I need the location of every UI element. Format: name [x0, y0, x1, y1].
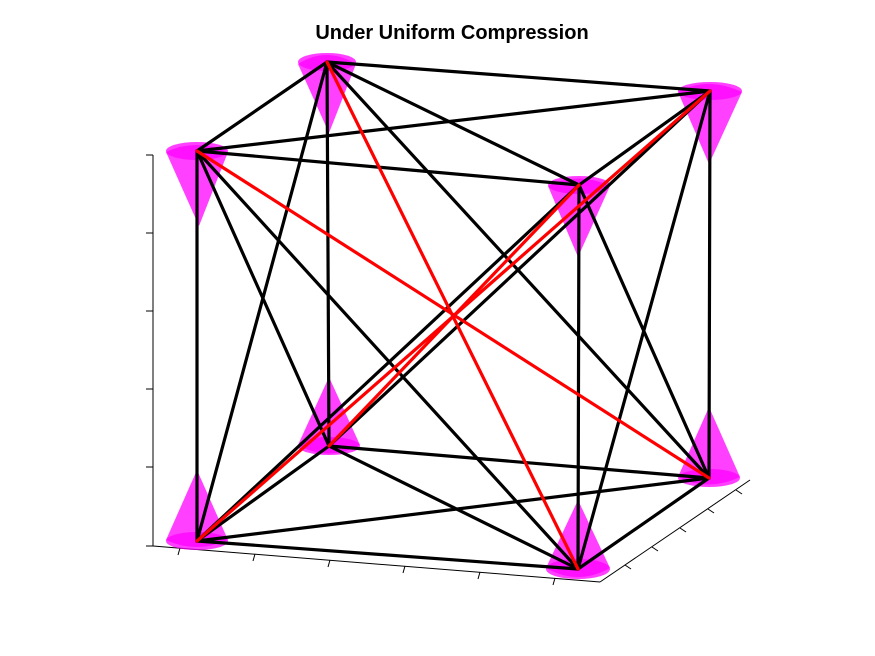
edge: [195, 539, 580, 571]
y-axis-line: [599, 479, 751, 583]
x-axis-line: [152, 545, 601, 583]
x-tick: [327, 559, 331, 568]
edge: [195, 60, 329, 153]
edge: [195, 444, 331, 543]
x-tick: [552, 577, 556, 586]
edge: [325, 60, 331, 448]
face-diagonal: [327, 444, 580, 571]
x-tick: [252, 553, 256, 562]
face-diagonal: [325, 60, 581, 187]
y-tick: [679, 527, 687, 533]
edge: [327, 444, 711, 480]
black-members: [195, 60, 712, 571]
face-diagonal: [195, 476, 711, 543]
y-tick: [651, 546, 659, 552]
face-diagonal: [195, 183, 581, 543]
edge: [577, 89, 712, 187]
face-diagonal: [577, 183, 711, 480]
edge: [325, 60, 712, 93]
edge: [576, 476, 711, 571]
edge: [707, 89, 712, 480]
x-tick: [477, 571, 481, 580]
red-members: [195, 60, 712, 571]
edge: [195, 149, 581, 187]
y-tick: [735, 489, 743, 495]
x-tick: [177, 547, 181, 556]
axes: [146, 154, 751, 586]
body-diagonal: [327, 183, 581, 448]
face-diagonal: [327, 89, 712, 448]
y-tick: [707, 508, 715, 514]
figure-title: Under Uniform Compression: [315, 22, 588, 44]
face-diagonal: [195, 89, 712, 153]
edge: [576, 183, 581, 571]
x-tick: [402, 565, 406, 574]
y-tick: [624, 564, 632, 570]
face-diagonal: [195, 149, 580, 571]
face-diagonal: [195, 60, 329, 543]
